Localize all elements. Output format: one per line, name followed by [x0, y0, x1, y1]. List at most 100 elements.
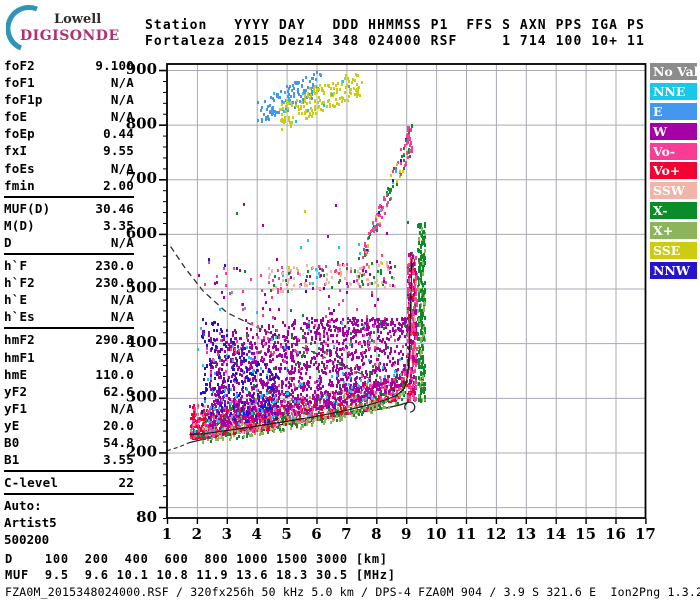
parameter-label: h`F — [4, 258, 28, 274]
parameter-row: B0 54.8 — [4, 434, 134, 451]
parameter-label: hmE — [4, 366, 28, 382]
parameter-row: hmF2 290.8 — [4, 331, 134, 348]
parameter-row: h`F2 230.0 — [4, 274, 134, 291]
parameter-value: N/A — [110, 400, 134, 416]
parameter-row: foF1p N/A — [4, 91, 134, 108]
parameter-value: 22 — [118, 475, 134, 491]
legend-item-x-: X- — [650, 202, 697, 220]
parameter-value: 9.100 — [95, 58, 134, 73]
legend-item-nne: NNE — [650, 82, 697, 100]
parameter-label: fxI — [4, 143, 28, 159]
muf-distance-row: D 100 200 400 600 800 1000 1500 3000 [km… — [5, 552, 388, 566]
muf-values-row: MUF 9.5 9.6 10.1 10.8 11.9 13.6 18.3 30.… — [5, 568, 396, 582]
header-station-values: Fortaleza 2015 Dez14 348 024000 RSF 1 71… — [145, 34, 645, 49]
parameter-value: 3.35 — [103, 217, 134, 233]
parameter-value: 230.0 — [95, 275, 134, 291]
parameter-label: M(D) — [4, 217, 35, 233]
parameter-row: foF2 9.100 — [4, 57, 134, 74]
parameter-row: h`F 230.0 — [4, 257, 134, 274]
parameter-row: yF1 N/A — [4, 400, 134, 417]
logo-lowell-text: Lowell — [54, 12, 102, 27]
parameter-row: M(D) 3.35 — [4, 217, 134, 234]
parameter-row: yF2 62.6 — [4, 383, 134, 400]
parameter-row: hmF1 N/A — [4, 349, 134, 366]
legend-item-e: E — [650, 102, 697, 120]
echo-status-legend: No Val NNE E W Vo- Vo+ SSW X- X+ SSE NNW — [650, 63, 699, 282]
parameter-row: hmE 110.0 — [4, 366, 134, 383]
parameter-value: 2.00 — [103, 177, 134, 193]
parameter-label: C-level — [4, 475, 59, 491]
parameter-label: yE — [4, 417, 20, 433]
panel-divider — [4, 470, 134, 473]
parameter-value: 62.6 — [103, 383, 134, 399]
parameter-row: fmin 2.00 — [4, 177, 134, 194]
parameter-label: yF2 — [4, 383, 28, 399]
lowell-digisonde-logo: Lowell DIGISONDE — [6, 4, 136, 52]
parameter-label: h`F2 — [4, 275, 35, 291]
legend-item-w: W — [650, 122, 697, 140]
parameter-value: N/A — [110, 160, 134, 176]
parameter-row: h`E N/A — [4, 291, 134, 308]
parameter-value: 54.8 — [103, 434, 134, 450]
panel-divider — [4, 327, 134, 330]
parameter-label: yF1 — [4, 400, 28, 416]
panel-divider — [4, 493, 134, 496]
parameter-value: 30.46 — [95, 200, 134, 216]
parameter-panel: foF2 9.100 foF1 N/A foF1p N/A foE N/A foEp 0.44 fx… — [4, 57, 134, 549]
parameter-label: D — [4, 234, 12, 250]
panel-divider — [4, 195, 134, 198]
parameter-row: yE 20.0 — [4, 417, 134, 434]
parameter-label: foF2 — [4, 58, 35, 73]
legend-item-no-val: No Val — [650, 63, 699, 80]
legend-item-sse: SSE — [650, 242, 697, 260]
parameter-value: N/A — [110, 292, 134, 308]
parameter-row: foEs N/A — [4, 160, 134, 177]
parameter-value: N/A — [110, 75, 134, 91]
parameter-value: 9.55 — [103, 143, 134, 159]
legend-item-vo-: Vo- — [650, 142, 697, 160]
parameter-value: 20.0 — [103, 417, 134, 433]
parameter-label: foEp — [4, 126, 35, 142]
autoscaler-info: Auto: — [4, 498, 42, 514]
parameter-row: B1 3.55 — [4, 451, 134, 468]
parameter-value: 290.8 — [95, 332, 134, 348]
parameter-label: hmF2 — [4, 332, 35, 348]
parameter-value: N/A — [110, 234, 134, 250]
parameter-value: N/A — [110, 309, 134, 325]
parameter-value: N/A — [110, 349, 134, 365]
legend-item-x+: X+ — [650, 222, 697, 240]
parameter-label: hmF1 — [4, 349, 35, 365]
parameter-label: foF1 — [4, 75, 35, 91]
parameter-value: 0.44 — [103, 126, 134, 142]
parameter-label: h`Es — [4, 309, 35, 325]
parameter-label: B1 — [4, 452, 20, 468]
parameter-row: MUF(D) 30.46 — [4, 200, 134, 217]
parameter-value: N/A — [110, 92, 134, 108]
parameter-row: foEp 0.44 — [4, 125, 134, 142]
parameter-label: h`E — [4, 292, 28, 308]
parameter-row: C-level 22 — [4, 474, 134, 491]
header-column-titles: Station YYYY DAY DDD HHMMSS P1 FFS S AXN… — [145, 18, 645, 33]
parameter-row: h`Es N/A — [4, 308, 134, 325]
parameter-label: fmin — [4, 177, 35, 193]
autoscaler-info: Artist5 — [4, 515, 57, 531]
parameter-value: 110.0 — [95, 366, 134, 382]
parameter-row: D N/A — [4, 234, 134, 251]
legend-item-nnw: NNW — [650, 261, 697, 279]
parameter-value: 3.55 — [103, 452, 134, 468]
autoscaler-info: 500200 — [4, 532, 50, 548]
parameter-label: foEs — [4, 160, 35, 176]
parameter-label: MUF(D) — [4, 200, 51, 216]
logo-digisonde-text: DIGISONDE — [20, 28, 120, 44]
parameter-value: N/A — [110, 109, 134, 125]
parameter-label: B0 — [4, 434, 20, 450]
legend-item-ssw: SSW — [650, 182, 697, 200]
parameter-value: 230.0 — [95, 258, 134, 274]
parameter-label: foF1p — [4, 92, 43, 108]
status-line: FZA0M_2015348024000.RSF / 320fx256h 50 k… — [5, 585, 700, 599]
panel-divider — [4, 253, 134, 256]
parameter-row: foF1 N/A — [4, 74, 134, 91]
parameter-row: foE N/A — [4, 108, 134, 125]
legend-item-vo+: Vo+ — [650, 162, 697, 180]
